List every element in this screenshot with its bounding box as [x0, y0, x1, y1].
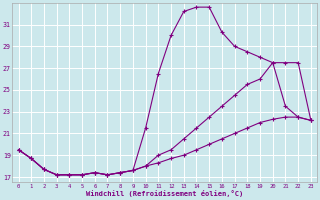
X-axis label: Windchill (Refroidissement éolien,°C): Windchill (Refroidissement éolien,°C): [86, 190, 243, 197]
